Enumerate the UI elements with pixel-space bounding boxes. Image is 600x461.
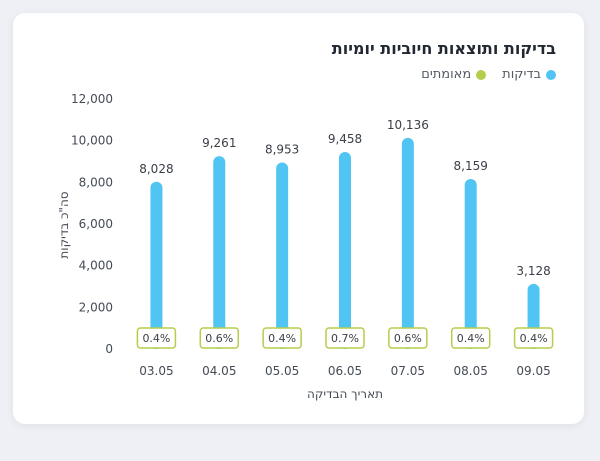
bar-value-label: 8,953	[265, 142, 299, 156]
positive-rate-box	[450, 327, 491, 349]
positive-rate-label: 0.4%	[520, 332, 548, 345]
y-tick-label: 8,000	[79, 175, 113, 189]
legend-label-tests: בדיקות	[502, 67, 541, 82]
y-tick-label: 10,000	[71, 134, 113, 148]
bar	[464, 179, 477, 349]
bar-value-label: 8,028	[139, 162, 173, 176]
positive-rate-box	[325, 327, 365, 349]
legend-marker-tests	[546, 69, 556, 80]
y-tick-label: 4,000	[79, 259, 113, 273]
bar	[339, 151, 351, 349]
positive-rate-box	[388, 327, 428, 349]
positive-rate-label: 0.4%	[268, 332, 296, 345]
x-tick-label: 06.05	[328, 364, 362, 378]
bar-value-label: 10,136	[387, 118, 429, 132]
positive-rate-box	[199, 327, 240, 349]
bar-value-label: 9,458	[328, 132, 362, 146]
x-tick-label: 08.05	[454, 364, 488, 378]
positive-rate-label: 0.4%	[457, 332, 485, 345]
legend-label-confirmed: מאומתים	[421, 67, 472, 82]
y-tick-label: 2,000	[79, 300, 113, 314]
y-tick-label: 0	[105, 342, 113, 356]
y-axis-title: סה"כ בדיקות	[57, 191, 71, 258]
bar-value-label: 3,128	[516, 264, 550, 278]
x-tick-label: 07.05	[391, 364, 425, 378]
positive-rate-label: 0.6%	[394, 332, 422, 345]
positive-rate-box	[513, 327, 554, 349]
x-tick-label: 09.05	[516, 364, 550, 378]
y-tick-label: 12,000	[71, 92, 113, 106]
legend-item-confirmed[interactable]: מאומתים	[421, 67, 487, 82]
chart-legend: בדיקות מאומתים	[421, 67, 556, 82]
positive-rate-box	[136, 327, 177, 349]
y-tick-label: 6,000	[79, 217, 113, 231]
legend-item-tests[interactable]: בדיקות	[502, 67, 556, 82]
positive-rate-box	[262, 327, 302, 349]
positive-rate-label: 0.4%	[142, 332, 170, 345]
legend-marker-confirmed	[476, 69, 487, 80]
bar-value-label: 9,261	[202, 136, 236, 150]
bar	[150, 181, 163, 349]
bar	[276, 162, 289, 349]
x-axis-title: תאריך הבדיקה	[307, 387, 383, 401]
positive-rate-label: 0.7%	[331, 332, 359, 345]
bar	[401, 137, 414, 349]
x-tick-label: 03.05	[139, 364, 173, 378]
chart-title: בדיקות ותוצאות חיוביות יומיות	[331, 39, 556, 58]
bar	[213, 156, 226, 349]
positive-rate-label: 0.6%	[205, 332, 233, 345]
chart-card: בדיקות ותוצאות חיוביות יומיות בדיקות מאו…	[13, 13, 584, 424]
x-tick-label: 04.05	[202, 364, 236, 378]
x-tick-label: 05.05	[265, 364, 299, 378]
bar-value-label: 8,159	[454, 159, 488, 173]
